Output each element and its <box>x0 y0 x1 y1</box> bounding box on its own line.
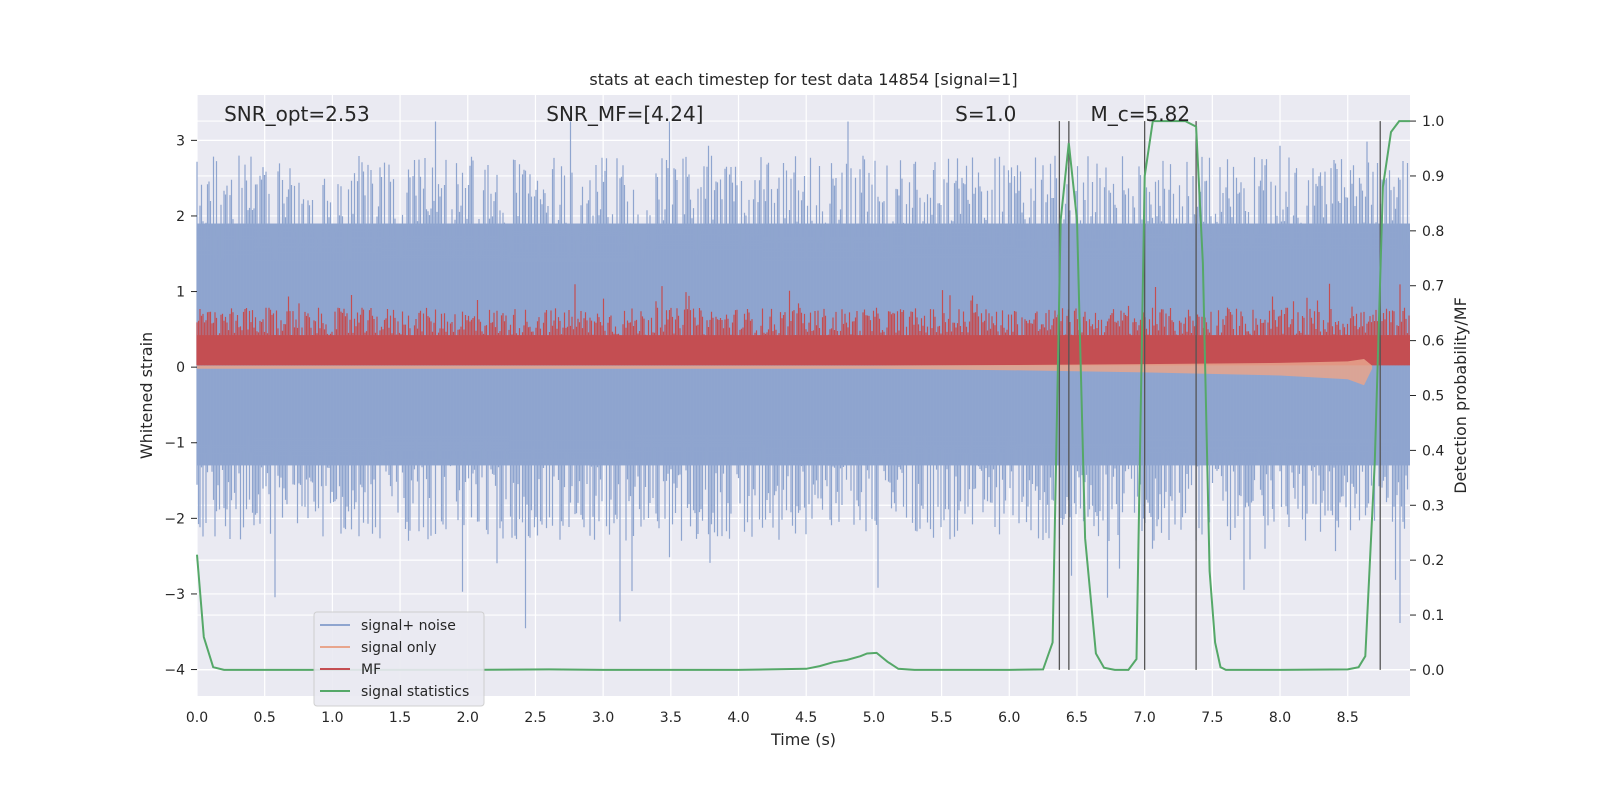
mf-trace <box>196 283 1410 366</box>
signal-statistics-line <box>196 120 1410 671</box>
x-tick-label: 0.5 <box>254 710 276 726</box>
legend-entry: signal+ noise <box>361 618 456 634</box>
x-tick-label: 7.0 <box>1134 710 1156 726</box>
x-tick-label: 2.5 <box>524 710 546 726</box>
y2-tick-label: 0.7 <box>1422 279 1444 295</box>
x-axis-label: Time (s) <box>770 730 836 749</box>
y2-tick-label: 0.3 <box>1422 498 1444 514</box>
y-tick-label: −2 <box>164 511 185 527</box>
series-signal-only <box>197 359 1373 386</box>
annotation-s-value: S=1.0 <box>955 102 1016 126</box>
x-tick-label: 8.0 <box>1269 710 1291 726</box>
annotations: SNR_opt=2.53 SNR_MF=[4.24] S=1.0 M_c=5.82 <box>224 102 1190 126</box>
y2-tick-label: 0.4 <box>1422 443 1444 459</box>
y2-tick-label: 0.6 <box>1422 334 1444 350</box>
x-tick-label: 8.5 <box>1337 710 1359 726</box>
x-tick-label: 2.0 <box>457 710 479 726</box>
y2-tick-label: 0.5 <box>1422 389 1444 405</box>
y2-tick-label: 0.9 <box>1422 169 1444 185</box>
legend: signal+ noise signal only MF signal statist… <box>313 611 485 707</box>
x-tick-label: 0.0 <box>186 710 208 726</box>
y2-tick-label: 0.8 <box>1422 224 1444 240</box>
x-tick-label: 4.0 <box>727 710 749 726</box>
y-tick-label: 3 <box>176 133 185 149</box>
annotation-snr-opt: SNR_opt=2.53 <box>224 102 370 126</box>
y2-tick-label: 1.0 <box>1422 114 1444 130</box>
signal-only-envelope <box>197 359 1373 386</box>
y-tick-label: 2 <box>176 209 185 225</box>
series-mf <box>196 283 1410 366</box>
axis-ticks: 0.0 0.5 1.0 1.5 2.0 2.5 3.0 3.5 4.0 4.5 5.0 5.5 6.0 6… <box>164 114 1444 726</box>
x-tick-label: 1.0 <box>321 710 343 726</box>
y2-tick-label: 0.2 <box>1422 553 1444 569</box>
x-tick-label: 6.5 <box>1066 710 1088 726</box>
y-tick-label: 0 <box>176 360 185 376</box>
annotation-snr-mf: SNR_MF=[4.24] <box>546 102 703 126</box>
y2-tick-label: 0.0 <box>1422 663 1444 679</box>
x-tick-label: 5.5 <box>930 710 952 726</box>
series-signal-statistics <box>196 120 1410 671</box>
x-tick-label: 1.5 <box>389 710 411 726</box>
y-tick-label: −1 <box>164 436 185 452</box>
y2-axis-label: Detection probability/MF <box>1451 297 1470 494</box>
x-tick-label: 5.0 <box>863 710 885 726</box>
x-tick-label: 3.5 <box>660 710 682 726</box>
legend-entry: signal statistics <box>361 684 469 700</box>
x-tick-label: 4.5 <box>795 710 817 726</box>
x-tick-label: 3.0 <box>592 710 614 726</box>
legend-entry: signal only <box>361 640 436 656</box>
y-axis-label: Whitened strain <box>137 332 156 459</box>
legend-entry: MF <box>361 662 381 678</box>
annotation-mc-value: M_c=5.82 <box>1091 102 1191 126</box>
x-tick-label: 7.5 <box>1201 710 1223 726</box>
chart-title: stats at each timestep for test data 148… <box>589 70 1017 89</box>
y-tick-label: −3 <box>164 587 185 603</box>
y-tick-label: 1 <box>176 285 185 301</box>
x-tick-label: 6.0 <box>998 710 1020 726</box>
y2-tick-label: 0.1 <box>1422 608 1444 624</box>
y-tick-label: −4 <box>164 663 185 679</box>
legend-box <box>313 611 485 707</box>
